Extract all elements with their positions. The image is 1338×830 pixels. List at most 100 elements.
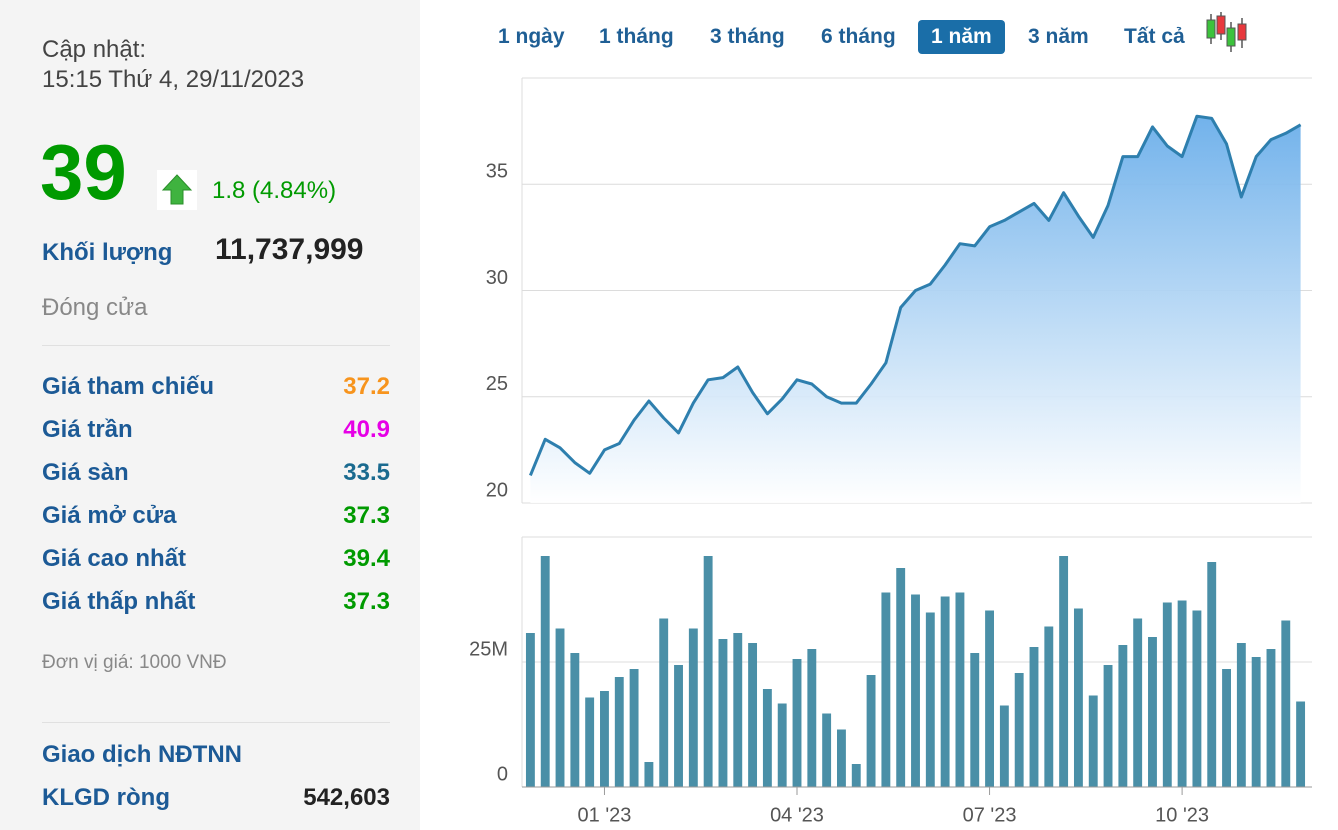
- stat-value: 37.2: [343, 373, 390, 400]
- update-label: Cập nhật:: [42, 36, 147, 63]
- volume-bar: [955, 592, 965, 787]
- volume-label: Khối lượng: [42, 239, 173, 266]
- y-tick-label: 25M: [469, 638, 508, 660]
- stat-value: 33.5: [343, 459, 390, 486]
- volume-bar: [1236, 643, 1246, 787]
- volume-bar: [792, 659, 802, 787]
- volume-bar: [1148, 637, 1157, 787]
- volume-bar: [1266, 649, 1276, 787]
- x-tick-label: 01 '23: [578, 804, 632, 826]
- volume-bar: [1088, 695, 1098, 787]
- stat-label: Giá sàn: [42, 459, 129, 486]
- volume-bar: [911, 594, 920, 787]
- volume-bar: [659, 618, 669, 787]
- candle-icon[interactable]: [1206, 12, 1247, 52]
- volume-bar: [837, 729, 846, 787]
- volume-bar: [1118, 645, 1128, 787]
- volume-bar: [1207, 562, 1217, 787]
- y-tick-label: 35: [486, 161, 508, 183]
- price-change: 1.8 (4.84%): [212, 177, 337, 204]
- volume-bar: [1296, 701, 1306, 787]
- y-tick-label: 30: [486, 267, 508, 289]
- unit-note: Đơn vị giá: 1000 VNĐ: [42, 652, 227, 673]
- range-tab[interactable]: 1 ngày: [498, 25, 565, 48]
- volume-bar: [629, 669, 639, 787]
- volume-bar: [999, 705, 1009, 787]
- volume-bar: [822, 713, 832, 787]
- volume-bar: [600, 691, 609, 787]
- x-tick-label: 07 '23: [963, 804, 1017, 826]
- volume-bar: [807, 649, 817, 787]
- y-tick-label: 0: [497, 763, 508, 785]
- volume-bar: [555, 628, 565, 787]
- volume-bar: [1162, 602, 1172, 787]
- stat-label: Giá thấp nhất: [42, 588, 196, 615]
- stat-label: Giá trần: [42, 416, 133, 443]
- price-line: [529, 114, 1302, 476]
- volume-bar: [985, 610, 994, 787]
- volume-bar: [970, 653, 980, 787]
- volume-bar: [940, 596, 950, 787]
- volume-bar: [777, 703, 787, 787]
- foreign-title: Giao dịch NĐTNN: [42, 741, 243, 768]
- volume-bar: [585, 697, 595, 787]
- foreign-label: KLGD ròng: [42, 784, 170, 811]
- range-tab[interactable]: 1 tháng: [599, 25, 674, 48]
- separator: [42, 722, 390, 723]
- stat-value: 37.3: [343, 588, 390, 615]
- volume-bar: [1222, 669, 1231, 787]
- range-tab[interactable]: 3 năm: [1028, 25, 1089, 48]
- volume-bar: [1133, 618, 1143, 787]
- range-tab[interactable]: 1 năm: [918, 20, 1005, 54]
- price: 39: [40, 128, 127, 216]
- volume-bar: [1192, 610, 1202, 787]
- range-tab[interactable]: 3 tháng: [710, 25, 785, 48]
- volume-bar: [748, 643, 758, 787]
- volume-bar: [644, 762, 654, 787]
- stat-label: Giá mở cửa: [42, 502, 177, 529]
- volume-bar: [703, 556, 713, 787]
- range-tab[interactable]: Tất cả: [1124, 25, 1185, 48]
- separator: [42, 345, 390, 346]
- volume-bar: [540, 556, 550, 787]
- up-arrow-icon: [157, 170, 197, 210]
- volume-bar: [881, 592, 891, 787]
- volume-bar: [925, 612, 935, 787]
- volume-bar: [688, 628, 698, 787]
- volume-bar: [718, 639, 728, 787]
- stat-value: 40.9: [343, 416, 390, 443]
- volume-bar: [1281, 620, 1291, 787]
- volume-bar: [1073, 608, 1083, 787]
- volume-bar: [570, 653, 580, 787]
- stat-value: 37.3: [343, 502, 390, 529]
- volume-bar: [851, 764, 861, 787]
- volume-bar: [1044, 626, 1054, 787]
- stat-label: Giá tham chiếu: [42, 373, 215, 400]
- volume-value: 11,737,999: [215, 233, 364, 266]
- volume-bar: [614, 677, 624, 787]
- foreign-value: 542,603: [303, 784, 390, 811]
- stat-value: 39.4: [343, 545, 390, 572]
- volume-bar: [525, 633, 535, 787]
- x-tick-label: 10 '23: [1155, 804, 1209, 826]
- y-tick-label: 20: [486, 479, 508, 501]
- volume-bar: [733, 633, 743, 787]
- volume-bar: [1014, 673, 1024, 787]
- range-tab[interactable]: 6 tháng: [821, 25, 896, 48]
- volume-bar: [1177, 600, 1187, 787]
- x-tick-label: 04 '23: [770, 804, 824, 826]
- stat-label: Giá cao nhất: [42, 545, 187, 572]
- y-tick-label: 25: [486, 373, 508, 395]
- volume-bar: [674, 665, 683, 787]
- volume-bar: [1251, 657, 1261, 787]
- volume-bar: [1103, 665, 1113, 787]
- price-area: [530, 116, 1301, 503]
- update-time: 15:15 Thứ 4, 29/11/2023: [42, 66, 305, 93]
- status: Đóng cửa: [42, 294, 148, 321]
- volume-bar: [866, 675, 876, 787]
- volume-bar: [762, 689, 772, 787]
- volume-bar: [1059, 556, 1069, 787]
